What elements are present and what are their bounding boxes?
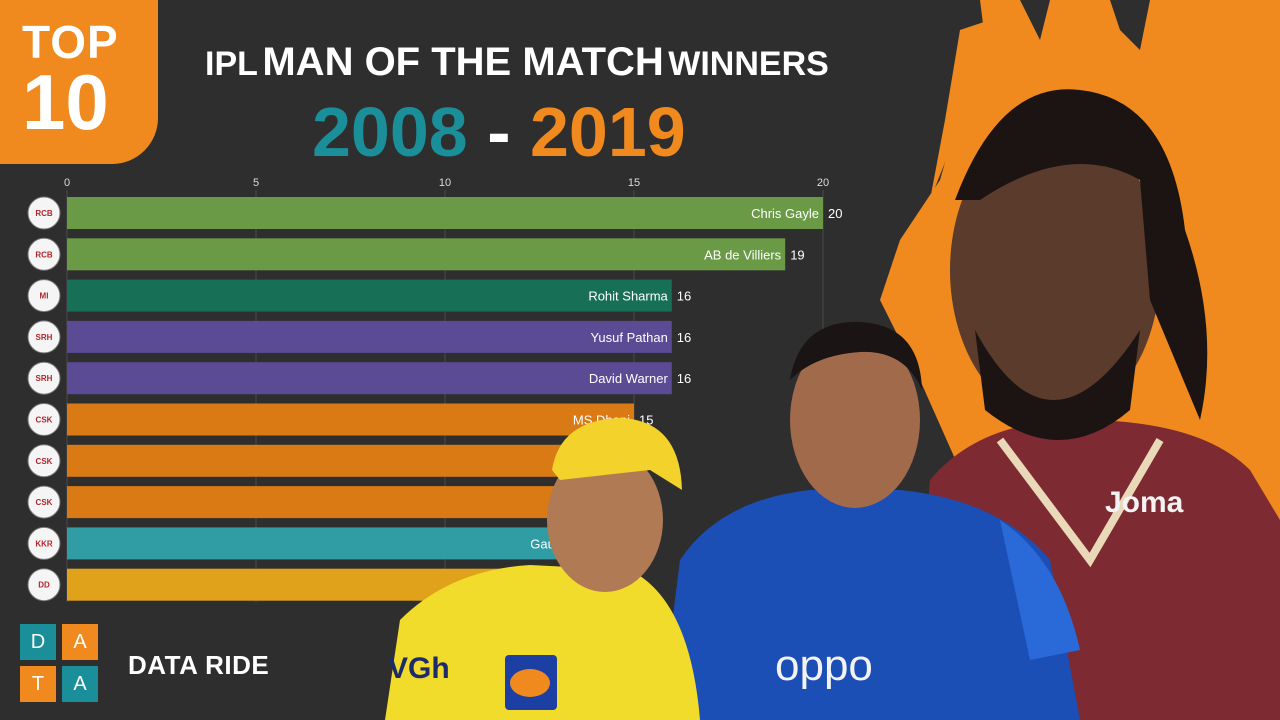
team-logo-icon bbox=[27, 444, 61, 478]
team-logo-label: MI bbox=[40, 292, 49, 301]
player-image-yellow-shirt: VGh bbox=[385, 418, 700, 720]
brand-letter-d: D bbox=[20, 624, 56, 660]
team-logo-label: RCB bbox=[35, 209, 53, 218]
shirt-brand-text: oppo bbox=[775, 641, 873, 690]
team-logo-label: CSK bbox=[36, 416, 53, 425]
bar-value-label: 20 bbox=[828, 206, 842, 221]
bar-value-label: 19 bbox=[790, 247, 804, 262]
bar bbox=[67, 486, 634, 519]
bar bbox=[67, 444, 634, 477]
brand-letter-a2: A bbox=[62, 666, 98, 702]
page-title: IPL MAN OF THE MATCH WINNERS bbox=[205, 40, 925, 85]
team-logo-label: CSK bbox=[36, 498, 53, 507]
brand-name: DATA RIDE bbox=[128, 650, 270, 680]
team-logo-icon bbox=[27, 361, 61, 395]
year-dash: - bbox=[487, 93, 511, 171]
team-logo-icon bbox=[27, 568, 61, 602]
team-logo-icon bbox=[27, 485, 61, 519]
x-tick-label: 5 bbox=[253, 177, 259, 189]
badge-number: 10 bbox=[22, 58, 109, 146]
team-logo-icon bbox=[27, 403, 61, 436]
bar bbox=[67, 320, 672, 353]
shirt-sponsor-text: VGh bbox=[388, 652, 450, 685]
badge-top-label: TOP bbox=[22, 16, 119, 68]
bar-value-label: 16 bbox=[677, 330, 691, 345]
title-part-winners: WINNERS bbox=[668, 45, 829, 83]
title-part-main: MAN OF THE MATCH bbox=[262, 40, 664, 84]
bar-value-label: 16 bbox=[677, 371, 691, 386]
x-tick-label: 10 bbox=[439, 177, 451, 189]
x-tick-label: 15 bbox=[628, 177, 640, 189]
bar-name-label: Rohit Sharma bbox=[588, 289, 668, 304]
year-range: 2008 - 2019 bbox=[312, 92, 686, 172]
x-tick-label: 0 bbox=[64, 177, 70, 189]
bar-name-label: AB de Villiers bbox=[704, 247, 782, 262]
team-logo-label: DD bbox=[38, 581, 50, 590]
brand-letter-t: T bbox=[20, 666, 56, 702]
end-year: 2019 bbox=[529, 93, 686, 171]
title-part-ipl: IPL bbox=[205, 45, 258, 83]
team-logo-label: RCB bbox=[35, 250, 53, 259]
bar-name-label: Yusuf Pathan bbox=[590, 330, 667, 345]
start-year: 2008 bbox=[312, 93, 468, 171]
brand-letter-a: A bbox=[62, 624, 98, 660]
bar-value-label: 16 bbox=[677, 289, 691, 304]
team-logo-icon bbox=[27, 320, 61, 354]
bar bbox=[67, 197, 823, 229]
bar bbox=[67, 238, 786, 271]
bar bbox=[67, 362, 672, 395]
bar bbox=[67, 279, 672, 312]
top-10-badge: TOP 10 bbox=[0, 0, 158, 164]
player-image-blue-shirt: oppo bbox=[660, 321, 1080, 720]
shirt-logo-text: Joma bbox=[1105, 486, 1184, 519]
bar-name-label: David Warner bbox=[589, 371, 669, 386]
team-logo-label: SRH bbox=[36, 333, 53, 342]
team-logo-icon bbox=[27, 196, 61, 230]
bar bbox=[67, 403, 634, 436]
team-logo-label: SRH bbox=[36, 374, 53, 383]
team-logo-icon bbox=[27, 237, 61, 271]
team-logo-label: CSK bbox=[36, 457, 53, 466]
team-logo-icon bbox=[27, 279, 61, 313]
bar-name-label: Chris Gayle bbox=[751, 206, 819, 221]
bar bbox=[67, 527, 634, 560]
team-logo-icon bbox=[27, 526, 61, 560]
x-tick-label: 20 bbox=[817, 177, 829, 189]
team-logo-label: KKR bbox=[35, 539, 53, 548]
